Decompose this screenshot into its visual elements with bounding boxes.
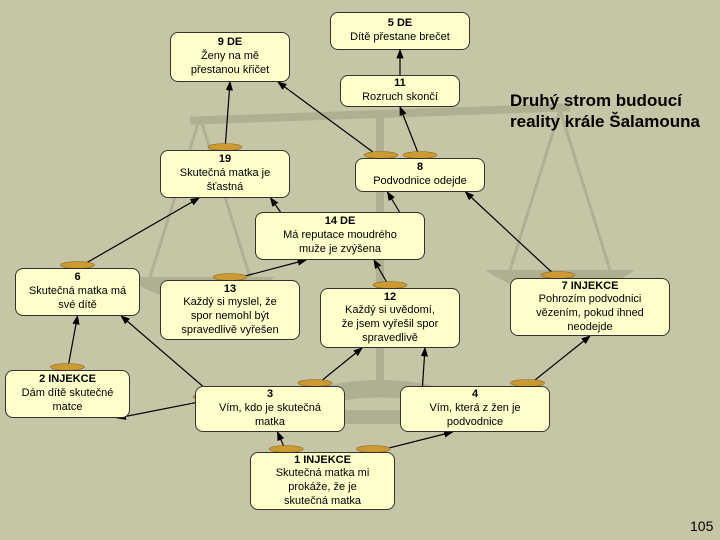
node-number: 4 — [472, 388, 478, 402]
node-number: 12 — [384, 291, 396, 305]
node-number: 8 — [417, 161, 423, 175]
diagram-title: Druhý strom budoucí reality krále Šalamo… — [510, 90, 700, 133]
node-label: Vím, která z žen je podvodnice — [429, 402, 520, 430]
node-label: Pohrozím podvodnici vězením, pokud ihned… — [536, 293, 644, 334]
node-number: 2 INJEKCE — [39, 373, 96, 387]
node-n7: 7 INJEKCEPohrozím podvodnici vězením, po… — [510, 278, 670, 336]
node-n9: 9 DEŽeny na mě přestanou křičet — [170, 32, 290, 82]
node-n3: 3Vím, kdo je skutečná matka — [195, 386, 345, 432]
node-number: 14 DE — [325, 215, 356, 229]
page-number: 105 — [690, 518, 713, 534]
node-label: Skutečná matka je šťastná — [180, 167, 271, 195]
node-n12: 12Každý si uvědomí, že jsem vyřešil spor… — [320, 288, 460, 348]
node-number: 19 — [219, 153, 231, 167]
node-number: 13 — [224, 283, 236, 297]
node-number: 6 — [74, 271, 80, 285]
node-label: Rozruch skončí — [362, 91, 438, 105]
diagram-stage: 5 DEDítě přestane brečet 9 DEŽeny na mě p… — [0, 0, 720, 540]
node-number: 9 DE — [218, 36, 242, 50]
node-n8: 8Podvodnice odejde — [355, 158, 485, 192]
node-n11: 11Rozruch skončí — [340, 75, 460, 107]
node-number: 11 — [394, 77, 406, 91]
node-label: Podvodnice odejde — [373, 175, 467, 189]
node-label: Každý si myslel, že spor nemohl být spra… — [181, 296, 278, 337]
node-label: Ženy na mě přestanou křičet — [191, 50, 269, 78]
node-label: Vím, kdo je skutečná matka — [219, 402, 321, 430]
node-n19: 19Skutečná matka je šťastná — [160, 150, 290, 198]
node-n5: 5 DEDítě přestane brečet — [330, 12, 470, 50]
node-n13: 13Každý si myslel, že spor nemohl být sp… — [160, 280, 300, 340]
node-n1: 1 INJEKCESkutečná matka mi prokáže, že j… — [250, 452, 395, 510]
node-number: 5 DE — [388, 17, 412, 31]
node-label: Skutečná matka mi prokáže, že je skutečn… — [276, 467, 370, 508]
node-label: Má reputace moudrého muže je zvýšena — [283, 229, 397, 257]
node-label: Každý si uvědomí, že jsem vyřešil spor s… — [342, 304, 439, 345]
node-n6: 6Skutečná matka má své dítě — [15, 268, 140, 316]
node-number: 7 INJEKCE — [562, 280, 619, 294]
node-number: 1 INJEKCE — [294, 454, 351, 468]
node-n4: 4Vím, která z žen je podvodnice — [400, 386, 550, 432]
node-label: Skutečná matka má své dítě — [29, 285, 126, 313]
node-n2: 2 INJEKCEDám dítě skutečné matce — [5, 370, 130, 418]
node-number: 3 — [267, 388, 273, 402]
node-label: Dám dítě skutečné matce — [22, 387, 114, 415]
node-n14: 14 DEMá reputace moudrého muže je zvýšen… — [255, 212, 425, 260]
node-label: Dítě přestane brečet — [350, 31, 450, 45]
